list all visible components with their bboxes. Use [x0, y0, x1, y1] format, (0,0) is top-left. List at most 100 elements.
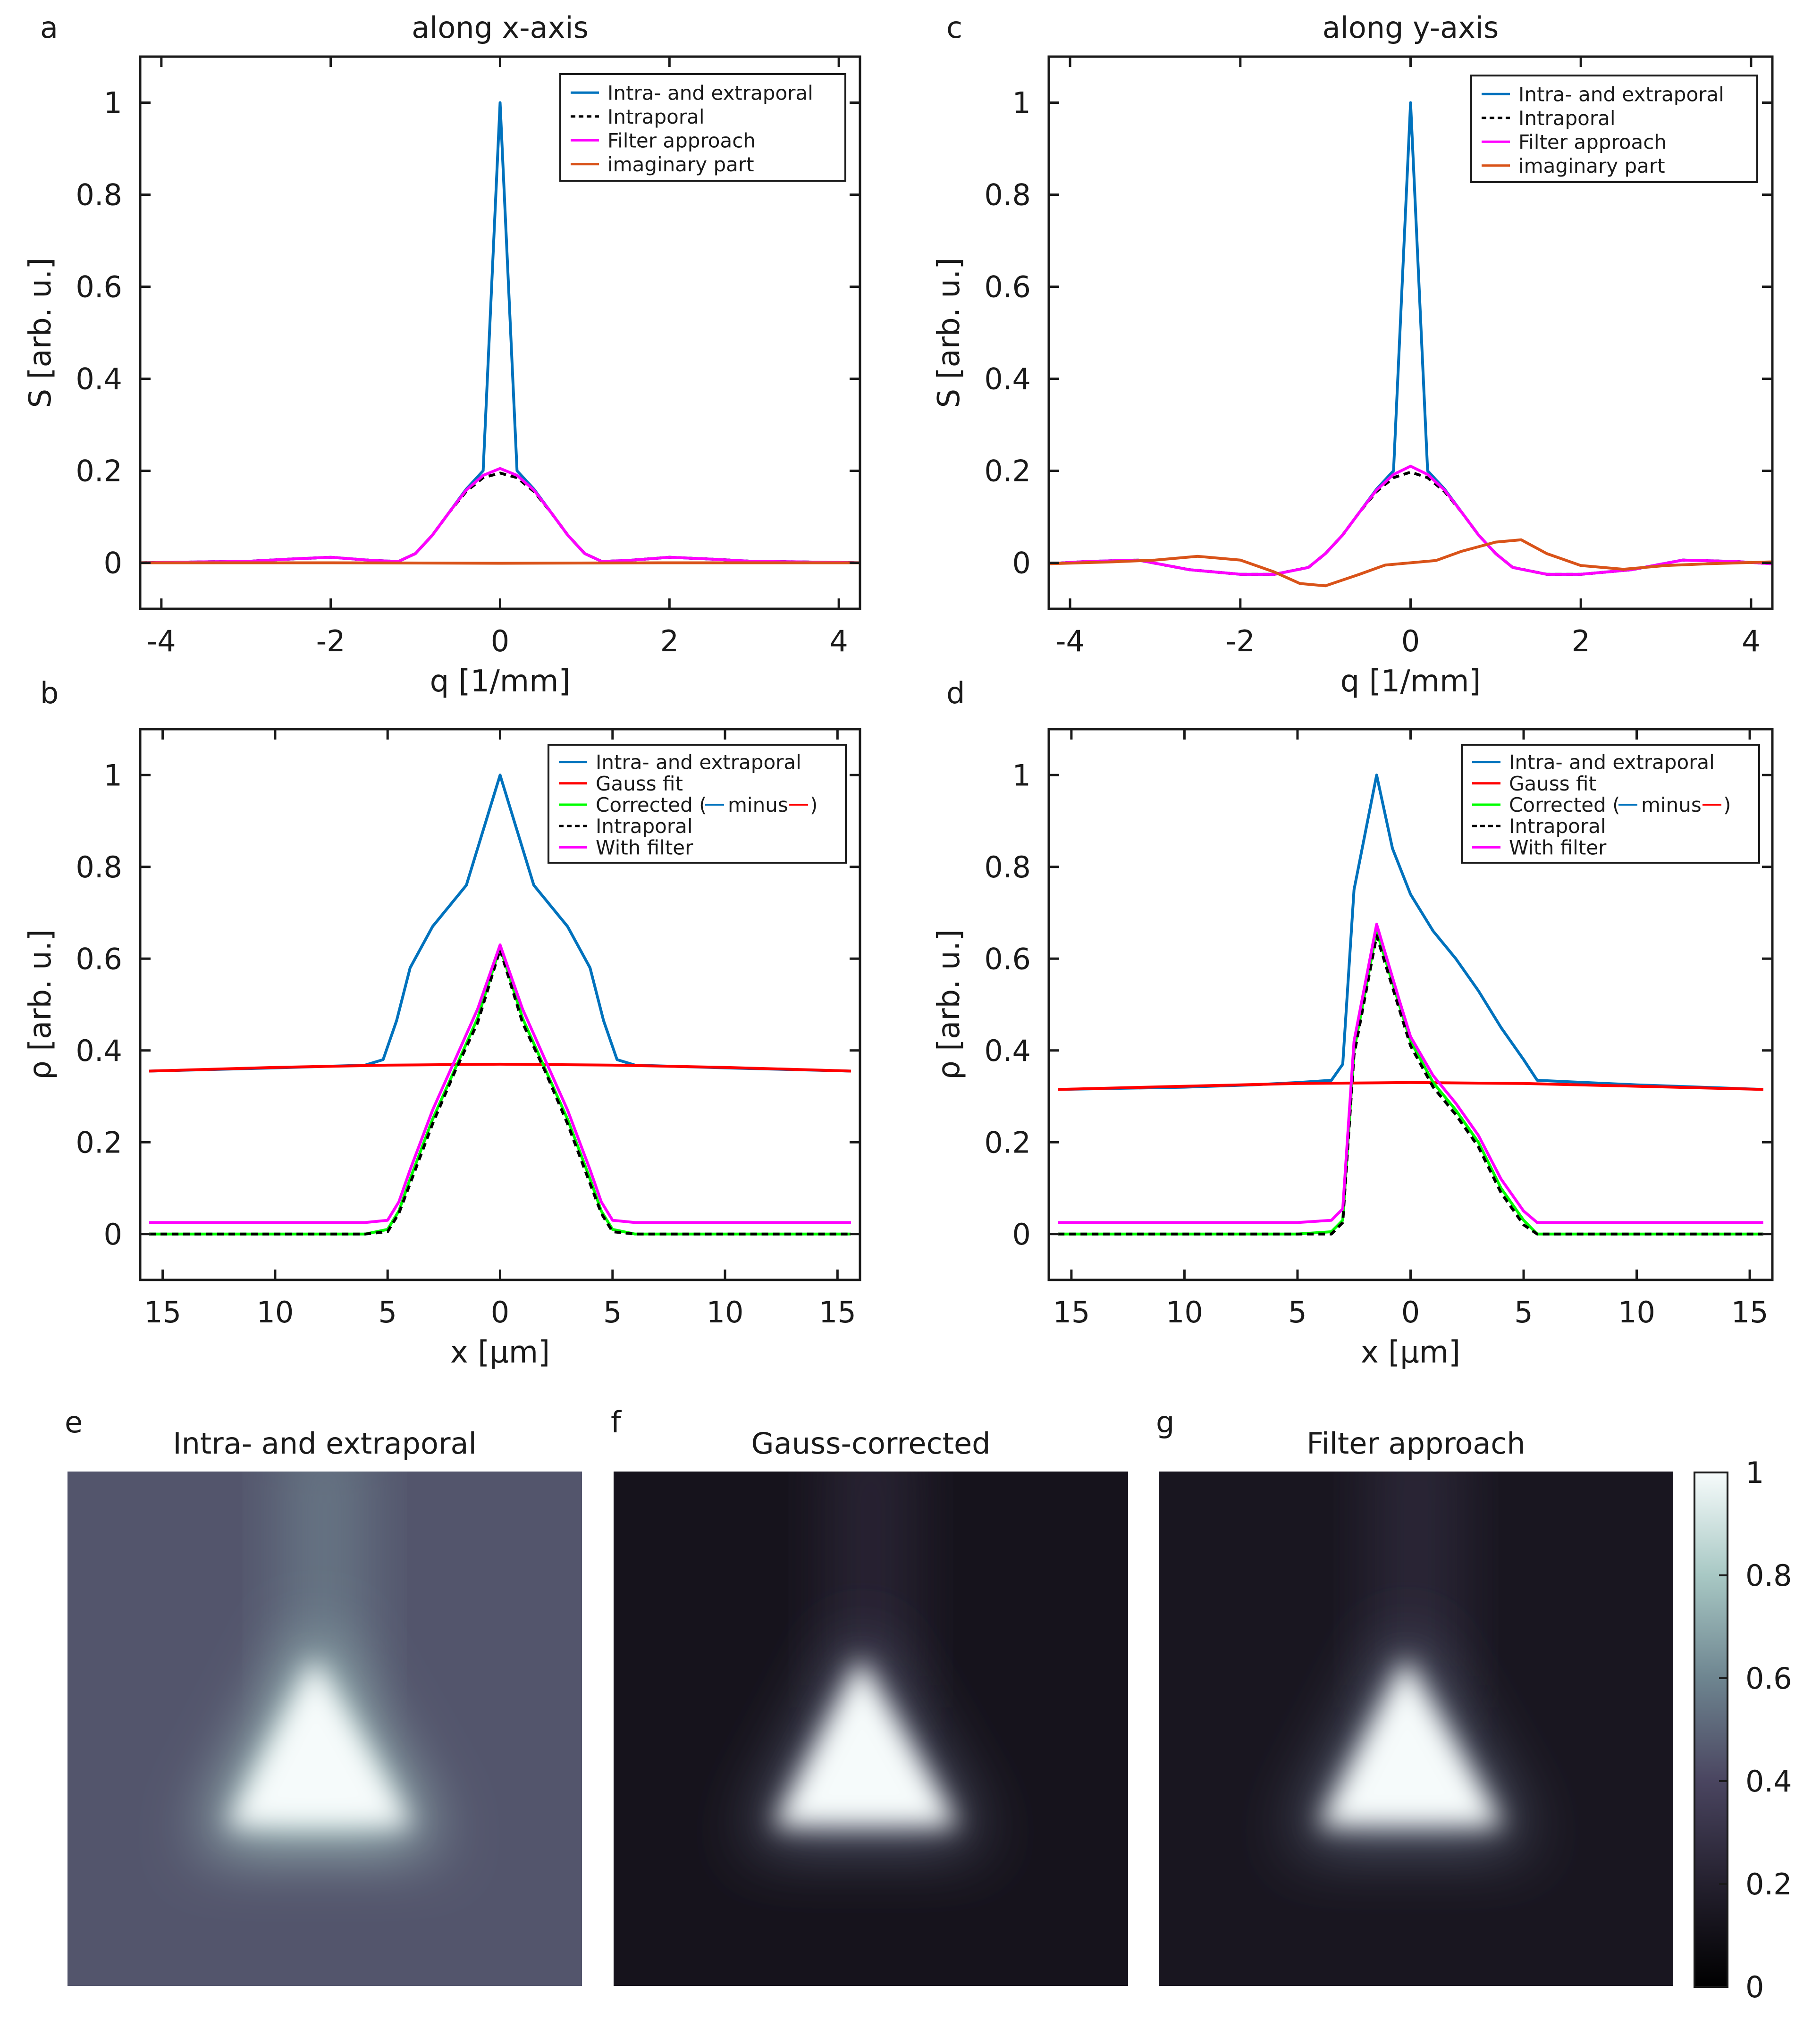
series-line-gauss-fit: [1058, 1081, 1763, 1091]
y-axis-label: ρ [arb. u.]: [23, 929, 58, 1080]
x-tick-label: 5: [378, 1295, 396, 1329]
series-line-intraporal: [140, 471, 860, 564]
legend-entry: Intra- and extraporal: [1509, 751, 1715, 774]
x-tick-label: 4: [829, 624, 848, 658]
panel-letter-c: c: [946, 10, 962, 45]
legend-entry: imaginary part: [607, 153, 754, 176]
x-tick-label: 15: [1731, 1295, 1769, 1329]
legend-entry: Intraporal: [596, 815, 693, 838]
legend-entry: Intraporal: [1509, 815, 1606, 838]
y-tick-label: 0.8: [984, 850, 1031, 884]
image-title: Intra- and extraporal: [173, 1426, 476, 1461]
panel-b: b 15 10 5 0 5 10 15 0 0.2 0.4 0.6 0.8 1 x [μm] ρ [arb. …: [23, 676, 861, 1370]
colorbar-tick-label: 0: [1745, 1970, 1764, 2004]
panel-letter-f: f: [611, 1405, 622, 1439]
x-axis-label: x [μm]: [450, 1335, 550, 1370]
x-tick-label: 5: [1514, 1295, 1533, 1329]
legend-entry: Intra- and extraporal: [607, 81, 813, 104]
colorbar-gradient: [1694, 1472, 1728, 1988]
panel-letter-e: e: [65, 1405, 83, 1439]
x-tick-label: -4: [147, 624, 176, 658]
x-axis-label: q [1/mm]: [1340, 664, 1481, 699]
legend-entry: Intra- and extraporal: [596, 751, 801, 774]
x-tick-label: 10: [1618, 1295, 1655, 1329]
image-triangle: [1318, 1657, 1504, 1827]
series-line-gauss-fit: [149, 1062, 851, 1073]
line-plots: a along x-axis -4 -2 0 2 4 0 0.2 0.4 0.6 0.8 1 q [1/m…: [23, 10, 1774, 1370]
image-triangle: [773, 1657, 959, 1827]
x-tick-label: 15: [144, 1295, 181, 1329]
y-tick-label: 0.8: [76, 178, 122, 212]
x-axis-label: q [1/mm]: [430, 664, 571, 699]
colorbar-tick-label: 0.6: [1745, 1661, 1792, 1696]
y-tick-label: 0.8: [76, 850, 122, 884]
panel-d: d 15 10 5 0 5 10 15 0 0.2 0.4 0.6 0.8 1 x [μm] ρ [arb. …: [932, 676, 1774, 1370]
y-tick-label: 0.6: [76, 270, 122, 304]
x-tick-label: 10: [1166, 1295, 1203, 1329]
chart-title: along x-axis: [412, 10, 589, 45]
legend-box: [1470, 75, 1758, 183]
y-tick-label: 0.4: [76, 1034, 122, 1068]
legend-entry: With filter: [1509, 836, 1607, 859]
y-tick-label: 0.2: [76, 1125, 122, 1160]
series-line-intraporal: [149, 948, 851, 1236]
legend-entry-corrected: Corrected (: [1509, 793, 1620, 816]
chart-title: along y-axis: [1323, 10, 1499, 45]
colorbar: 0 0.2 0.4 0.6 0.8 1: [1694, 1455, 1792, 2004]
legend-entry: Filter approach: [1518, 130, 1667, 153]
y-tick-label: 0.2: [984, 454, 1031, 488]
colorbar-tick-label: 0.4: [1745, 1764, 1792, 1799]
panel-letter-b: b: [40, 676, 59, 710]
y-tick-label: 0: [104, 1217, 122, 1252]
legend-entry: Gauss fit: [596, 772, 683, 795]
y-tick-label: 0: [1012, 1217, 1031, 1252]
y-axis-label: S [arb. u.]: [23, 258, 58, 408]
y-axis-label: ρ [arb. u.]: [932, 929, 967, 1080]
legend-entry: Intra- and extraporal: [1518, 83, 1724, 106]
x-tick-label: -2: [1226, 624, 1255, 658]
x-tick-label: 0: [491, 1295, 509, 1329]
series-line-intra-and-extraporal: [149, 774, 851, 1073]
legend-entry: Intraporal: [607, 105, 705, 128]
legend-box: [559, 73, 846, 182]
x-tick-label: 15: [1053, 1295, 1090, 1329]
series-group: [149, 774, 851, 1236]
y-tick-label: 0: [1012, 546, 1031, 580]
y-tick-label: 0.2: [76, 454, 122, 488]
image-title: Filter approach: [1306, 1426, 1525, 1461]
legend-entry: imaginary part: [1518, 154, 1665, 177]
image-panel-e: e Intra- and extraporal: [65, 1405, 582, 1986]
legend-corrected-suffix: ): [810, 793, 818, 816]
panel-letter-g: g: [1156, 1405, 1174, 1439]
panel-a: a along x-axis -4 -2 0 2 4 0 0.2 0.4 0.6 0.8 1 q [1/m…: [23, 10, 861, 699]
colorbar-tick-label: 0.2: [1745, 1867, 1792, 1901]
legend-entry: Intraporal: [1518, 107, 1616, 130]
y-axis-label: S [arb. u.]: [932, 258, 967, 408]
series-line-corrected: [149, 945, 851, 1236]
x-tick-label: 0: [491, 624, 509, 658]
legend-corrected-suffix: ): [1723, 793, 1731, 816]
x-tick-label: 5: [1288, 1295, 1306, 1329]
series-group: [1058, 774, 1763, 1236]
colorbar-tick-label: 0.8: [1745, 1558, 1792, 1593]
legend-entry: Gauss fit: [1509, 772, 1596, 795]
y-tick-label: 0.6: [984, 942, 1031, 976]
y-tick-label: 1: [104, 758, 122, 792]
y-tick-label: 0.4: [984, 1034, 1031, 1068]
x-tick-label: 15: [819, 1295, 856, 1329]
x-tick-label: -4: [1055, 624, 1085, 658]
y-tick-label: 0.4: [76, 362, 122, 396]
x-tick-label: 10: [256, 1295, 294, 1329]
x-tick-label: 10: [707, 1295, 744, 1329]
legend-corrected-minus: minus: [728, 793, 788, 816]
legend-entry-corrected: Corrected (: [596, 793, 707, 816]
series-line-intraporal: [1058, 934, 1763, 1236]
legend-entry: Filter approach: [607, 129, 756, 152]
x-axis-label: x [μm]: [1361, 1335, 1460, 1370]
image-panel-g: g Filter approach: [1156, 1405, 1673, 1986]
x-tick-label: 4: [1742, 624, 1760, 658]
